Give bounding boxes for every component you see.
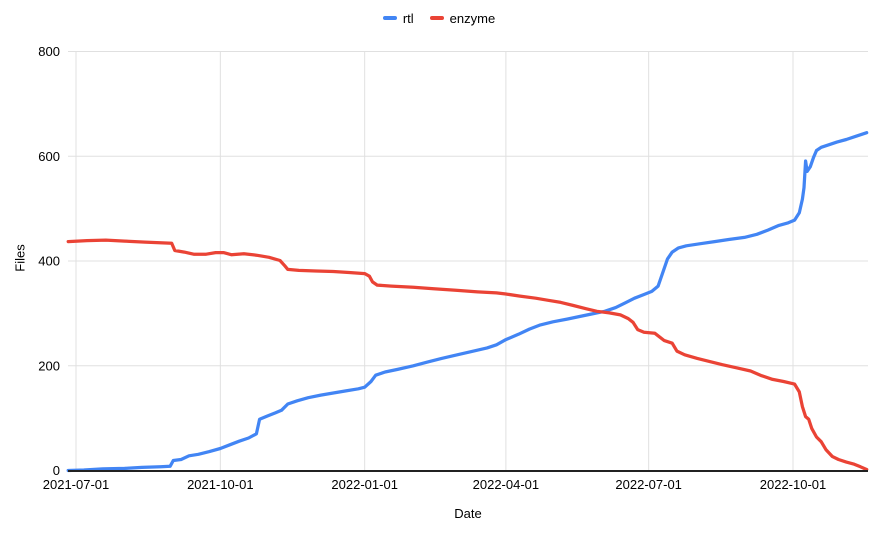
x-tick-label: 2022-07-01: [615, 477, 682, 492]
legend-item-enzyme[interactable]: enzyme: [429, 10, 496, 26]
y-tick-label: 0: [53, 463, 60, 478]
y-tick-label: 600: [38, 149, 60, 164]
x-tick-label: 2021-07-01: [43, 477, 110, 492]
y-tick-label: 400: [38, 254, 60, 269]
x-axis-title: Date: [454, 506, 482, 521]
y-tick-label: 800: [38, 44, 60, 59]
series-line-rtl: [66, 131, 869, 473]
y-axis-title: Files: [12, 244, 28, 272]
legend-label: rtl: [402, 10, 414, 26]
series-line-enzyme: [66, 238, 869, 472]
legend-swatch-rtl: [382, 16, 397, 20]
chart-legend: rtl enzyme: [0, 10, 878, 26]
legend-swatch-enzyme: [429, 16, 444, 20]
y-tick-label: 200: [38, 358, 60, 373]
legend-item-rtl[interactable]: rtl: [382, 10, 414, 26]
x-tick-label: 2022-10-01: [760, 477, 827, 492]
legend-label: enzyme: [449, 10, 496, 26]
x-tick-label: 2021-10-01: [187, 477, 254, 492]
x-tick-label: 2022-04-01: [473, 477, 540, 492]
x-tick-label: 2022-01-01: [331, 477, 398, 492]
